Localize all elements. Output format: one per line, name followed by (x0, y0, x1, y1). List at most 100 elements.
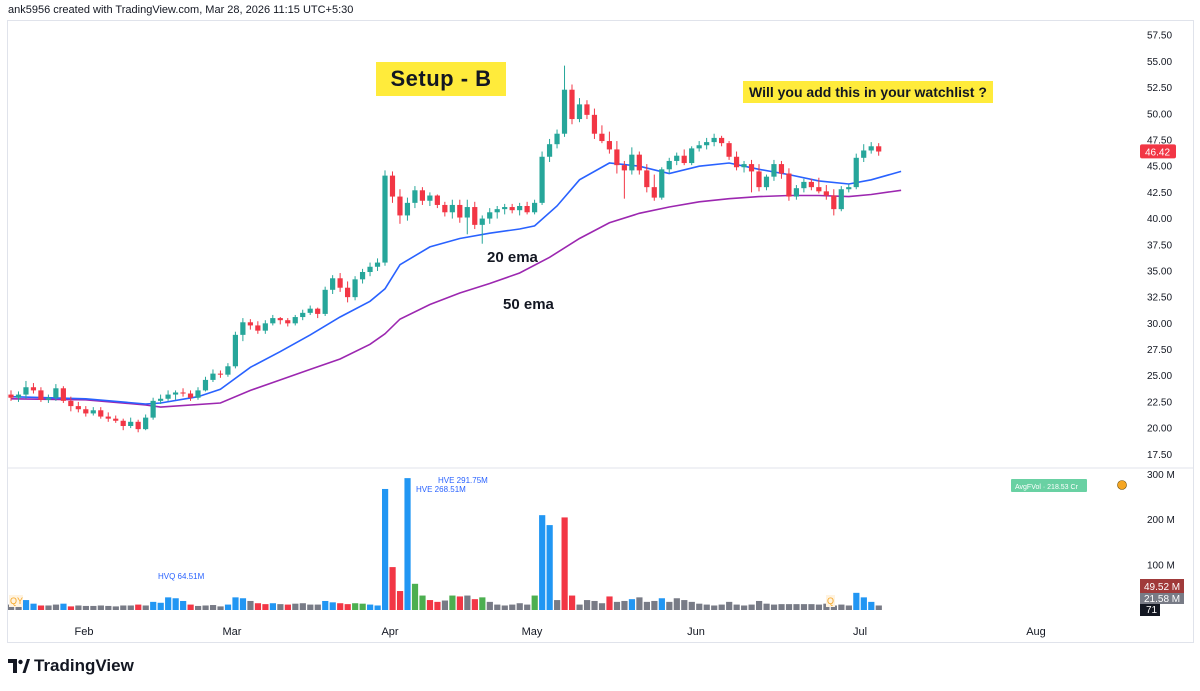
candle-body (756, 171, 762, 188)
candle-body (90, 410, 96, 414)
candle-body (367, 266, 373, 272)
volume-bar (838, 604, 845, 610)
volume-bar (621, 600, 628, 610)
candle-body (494, 209, 500, 213)
month-tick-label: Feb (75, 626, 94, 638)
volume-bar (314, 604, 321, 610)
volume-tick-label: 300 M (1147, 470, 1175, 481)
volume-bar (262, 604, 269, 610)
price-tick-label: 27.50 (1147, 345, 1172, 356)
volume-bar (770, 604, 778, 610)
candle-body (53, 388, 59, 398)
candle-body (15, 394, 22, 398)
volume-bar (277, 604, 284, 610)
candle-body (389, 175, 396, 197)
volume-bar (875, 605, 882, 610)
candle-body (449, 204, 455, 213)
price-tick-label: 30.00 (1147, 319, 1172, 330)
month-tick-label: Apr (381, 626, 398, 638)
volume-bar (546, 525, 553, 610)
price-tick-label: 47.50 (1147, 136, 1172, 147)
volume-bar (778, 604, 785, 610)
volume-bar (426, 600, 434, 610)
volume-bar (531, 595, 538, 610)
volume-bar (142, 605, 149, 610)
volume-bar (82, 605, 89, 610)
volume-bar (763, 603, 770, 610)
volume-bar (643, 601, 650, 610)
candle-body (711, 137, 717, 143)
ema50-line (10, 189, 902, 408)
volume-bar (486, 601, 493, 610)
volume-bar (860, 597, 867, 610)
candle-body (128, 421, 134, 426)
volume-bar (441, 600, 449, 610)
volume-bar (681, 600, 688, 610)
candle-body (45, 397, 51, 400)
candle-body (823, 191, 829, 196)
volume-bar (284, 604, 291, 610)
price-tick-label: 35.00 (1147, 266, 1172, 277)
candle-body (352, 279, 358, 298)
volume-bar (853, 592, 860, 610)
candle-body (719, 137, 725, 144)
candle-body (270, 318, 276, 324)
volume-bar (120, 605, 127, 610)
volume-bar (411, 583, 419, 610)
candle-body (621, 165, 627, 171)
logo-text: TradingView (34, 656, 134, 675)
candle-body (816, 187, 822, 192)
volume-bar (322, 600, 329, 610)
candle-body (83, 409, 89, 414)
volume-bar (471, 599, 478, 610)
candle-body (412, 190, 418, 203)
candle-body (614, 149, 620, 166)
volume-bar (576, 604, 583, 610)
candle-body (741, 164, 747, 168)
price-tick-label: 40.00 (1147, 214, 1172, 225)
candle-body (838, 189, 844, 210)
volume-bar (524, 604, 531, 610)
candle-body (487, 212, 493, 219)
month-tick-label: Mar (223, 626, 242, 638)
volume-bar (449, 595, 456, 610)
candle-body (457, 204, 463, 218)
volume-bar (232, 597, 239, 610)
volume-bar (30, 603, 37, 610)
volume-bar (90, 605, 97, 610)
volume-bar (202, 605, 209, 610)
candle-body (629, 154, 635, 171)
volume-bar (539, 515, 546, 610)
volume-bar (217, 606, 224, 610)
candle-body (225, 366, 231, 375)
candle-body (427, 195, 433, 201)
volume-bar (396, 591, 404, 610)
volume-bar (868, 601, 875, 610)
candle-body (8, 394, 14, 398)
price-tick-label: 25.00 (1147, 371, 1172, 382)
candle-body (277, 318, 283, 321)
month-tick-label: Aug (1026, 626, 1046, 638)
candle-body (255, 325, 261, 331)
watchlist-question-label: Will you add this in your watchlist ? (743, 81, 993, 103)
volume-bar (501, 605, 508, 610)
candle-body (23, 387, 29, 395)
volume-bar (224, 604, 232, 610)
candle-body (793, 188, 799, 197)
candle-body (666, 160, 672, 170)
volume-bar (785, 604, 793, 610)
candle-body (651, 187, 657, 198)
volume-bar (456, 596, 463, 610)
tradingview-logo[interactable]: TradingView (8, 656, 134, 676)
candle-body (75, 406, 81, 410)
candle-body (232, 334, 238, 367)
candle-body (524, 206, 530, 213)
candle-body (172, 392, 179, 395)
candle-body (846, 187, 852, 190)
candle-body (584, 104, 590, 115)
volume-bar (509, 604, 516, 610)
volume-bar (516, 603, 523, 610)
volume-bar (269, 603, 276, 610)
avg-volume-badge (1140, 593, 1184, 604)
